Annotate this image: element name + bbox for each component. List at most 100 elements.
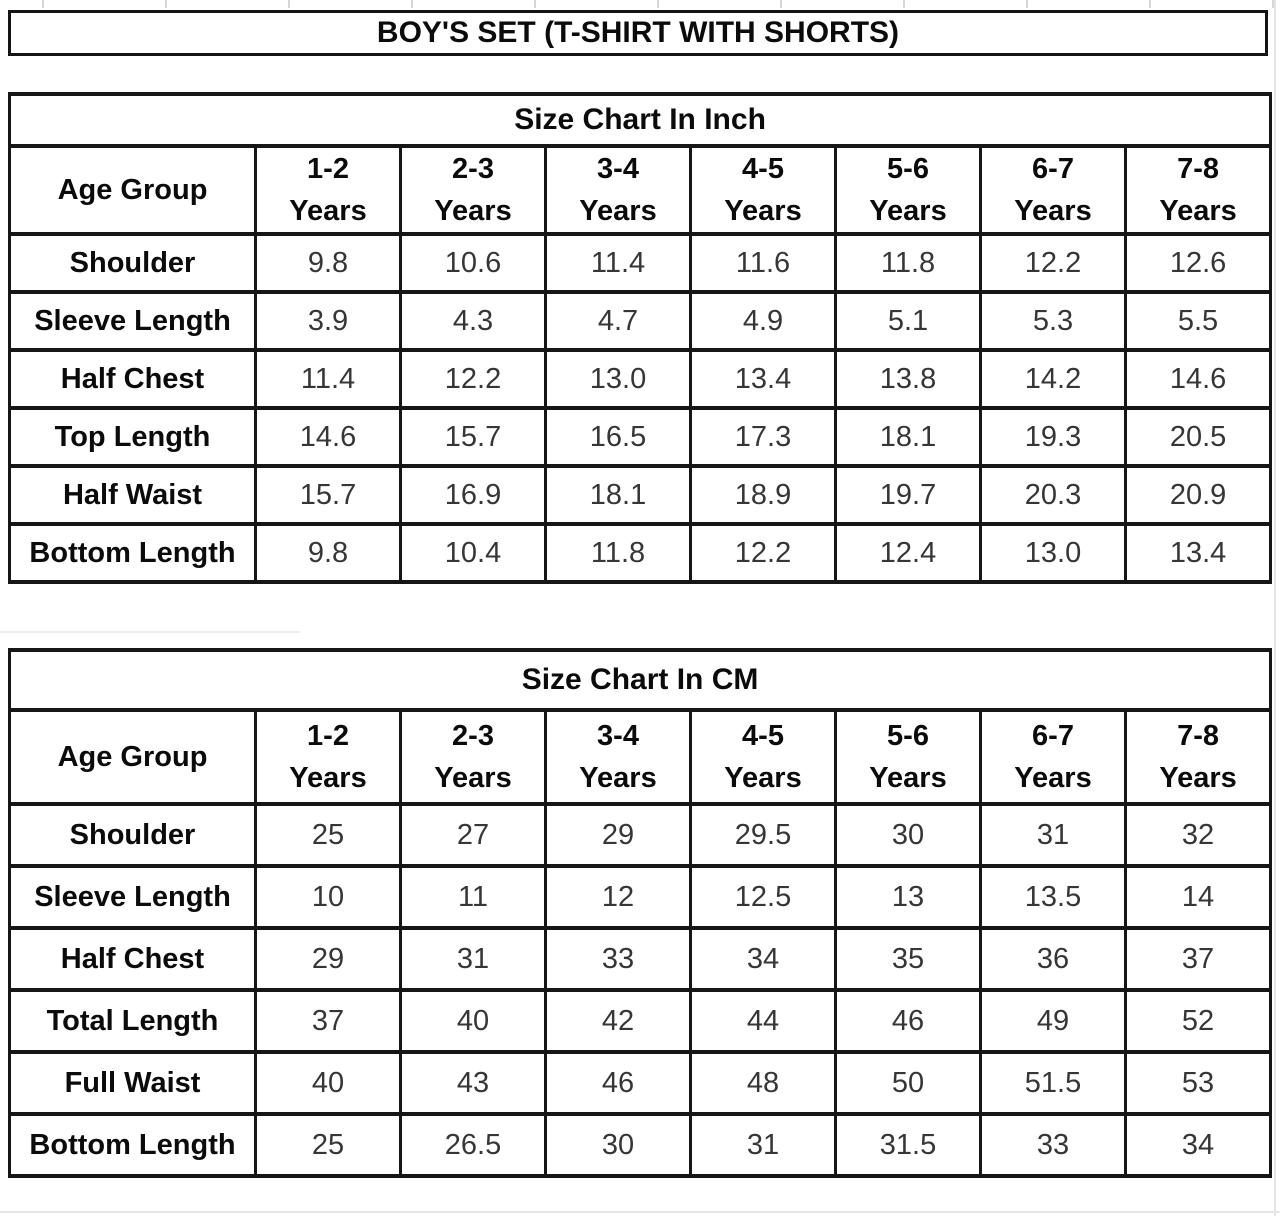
table-row: Top Length 14.6 15.7 16.5 17.3 18.1 19.3… — [8, 406, 1273, 468]
age-column-header: 1-2 Years — [254, 144, 402, 236]
value-cell: 33 — [979, 1112, 1127, 1178]
value-cell: 30 — [544, 1112, 692, 1178]
value-cell: 26.5 — [399, 1112, 547, 1178]
value-cell: 16.9 — [399, 464, 547, 526]
value-cell: 12.2 — [399, 348, 547, 410]
value-cell: 30 — [834, 802, 982, 868]
table-row: Shoulder 25 27 29 29.5 30 31 32 — [8, 802, 1273, 868]
value-cell: 20.3 — [979, 464, 1127, 526]
value-cell: 25 — [254, 1112, 402, 1178]
cm-corner-label: Age Group — [8, 708, 257, 806]
value-cell: 46 — [544, 1050, 692, 1116]
value-cell: 10.6 — [399, 232, 547, 294]
value-cell: 51.5 — [979, 1050, 1127, 1116]
value-cell: 19.3 — [979, 406, 1127, 468]
table-row: Sleeve Length 10 11 12 12.5 13 13.5 14 — [8, 864, 1273, 930]
value-cell: 40 — [399, 988, 547, 1054]
value-cell: 4.9 — [689, 290, 837, 352]
spreadsheet-gridline-bottom — [0, 1211, 1280, 1213]
table-row: Half Chest 29 31 33 34 35 36 37 — [8, 926, 1273, 992]
value-cell: 4.7 — [544, 290, 692, 352]
value-cell: 13.4 — [1123, 522, 1273, 584]
row-label: Half Chest — [8, 926, 257, 992]
age-column-header: 1-2 Years — [254, 708, 402, 806]
value-cell: 12 — [544, 864, 692, 930]
table-row: Sleeve Length 3.9 4.3 4.7 4.9 5.1 5.3 5.… — [8, 290, 1273, 352]
row-label: Half Waist — [8, 464, 257, 526]
value-cell: 35 — [834, 926, 982, 992]
table-row: Half Waist 15.7 16.9 18.1 18.9 19.7 20.3… — [8, 464, 1273, 526]
table-row: Half Chest 11.4 12.2 13.0 13.4 13.8 14.2… — [8, 348, 1273, 410]
value-cell: 18.1 — [834, 406, 982, 468]
age-column-header: 5-6 Years — [834, 144, 982, 236]
row-label: Sleeve Length — [8, 864, 257, 930]
value-cell: 29.5 — [689, 802, 837, 868]
value-cell: 20.9 — [1123, 464, 1273, 526]
value-cell: 16.5 — [544, 406, 692, 468]
inch-table-title-row: Size Chart In Inch — [7, 92, 1273, 148]
value-cell: 31.5 — [834, 1112, 982, 1178]
age-column-header: 4-5 Years — [689, 144, 837, 236]
age-column-header: 5-6 Years — [834, 708, 982, 806]
value-cell: 15.7 — [399, 406, 547, 468]
table-row: Bottom Length 9.8 10.4 11.8 12.2 12.4 13… — [8, 522, 1273, 584]
value-cell: 14 — [1123, 864, 1273, 930]
row-label: Total Length — [8, 988, 257, 1054]
row-label: Full Waist — [8, 1050, 257, 1116]
value-cell: 5.5 — [1123, 290, 1273, 352]
value-cell: 12.6 — [1123, 232, 1273, 294]
inch-corner-label: Age Group — [8, 144, 257, 236]
table-row: Total Length 37 40 42 44 46 49 52 — [8, 988, 1273, 1054]
value-cell: 11.8 — [544, 522, 692, 584]
age-column-header: 2-3 Years — [399, 144, 547, 236]
value-cell: 37 — [1123, 926, 1273, 992]
spreadsheet-gridline-gap — [0, 631, 300, 633]
value-cell: 17.3 — [689, 406, 837, 468]
value-cell: 12.2 — [689, 522, 837, 584]
page-title: BOY'S SET (T-SHIRT WITH SHORTS) — [376, 16, 900, 49]
inch-table-title: Size Chart In Inch — [7, 92, 1273, 148]
value-cell: 10 — [254, 864, 402, 930]
value-cell: 36 — [979, 926, 1127, 992]
value-cell: 33 — [544, 926, 692, 992]
value-cell: 44 — [689, 988, 837, 1054]
value-cell: 37 — [254, 988, 402, 1054]
value-cell: 15.7 — [254, 464, 402, 526]
table-row: Full Waist 40 43 46 48 50 51.5 53 — [8, 1050, 1273, 1116]
value-cell: 4.3 — [399, 290, 547, 352]
cm-size-table: Size Chart In CM Age Group 1-2 Years 2-3 Y… — [7, 648, 1273, 1178]
value-cell: 31 — [689, 1112, 837, 1178]
age-column-header: 7-8 Years — [1123, 144, 1273, 236]
value-cell: 13.0 — [544, 348, 692, 410]
page-title-box: BOY'S SET (T-SHIRT WITH SHORTS) — [8, 10, 1268, 56]
value-cell: 34 — [689, 926, 837, 992]
value-cell: 13 — [834, 864, 982, 930]
cm-table-title-row: Size Chart In CM — [7, 648, 1273, 712]
value-cell: 18.9 — [689, 464, 837, 526]
row-label: Top Length — [8, 406, 257, 468]
spreadsheet-gridline-right — [1274, 0, 1276, 1216]
value-cell: 29 — [544, 802, 692, 868]
value-cell: 12.2 — [979, 232, 1127, 294]
value-cell: 3.9 — [254, 290, 402, 352]
value-cell: 31 — [399, 926, 547, 992]
age-column-header: 3-4 Years — [544, 708, 692, 806]
table-row: Shoulder 9.8 10.6 11.4 11.6 11.8 12.2 12… — [8, 232, 1273, 294]
row-label: Shoulder — [8, 232, 257, 294]
table-row: Bottom Length 25 26.5 30 31 31.5 33 34 — [8, 1112, 1273, 1178]
age-column-header: 3-4 Years — [544, 144, 692, 236]
value-cell: 11 — [399, 864, 547, 930]
value-cell: 48 — [689, 1050, 837, 1116]
inch-age-header-row: Age Group 1-2 Years 2-3 Years 3-4 Years 4-5… — [8, 144, 1273, 236]
value-cell: 10.4 — [399, 522, 547, 584]
spreadsheet-gridline-ticks — [42, 0, 1280, 8]
value-cell: 32 — [1123, 802, 1273, 868]
value-cell: 27 — [399, 802, 547, 868]
value-cell: 14.2 — [979, 348, 1127, 410]
value-cell: 42 — [544, 988, 692, 1054]
cm-table-title: Size Chart In CM — [7, 648, 1273, 712]
value-cell: 46 — [834, 988, 982, 1054]
inch-size-table: Size Chart In Inch Age Group 1-2 Years 2-… — [7, 92, 1273, 584]
value-cell: 25 — [254, 802, 402, 868]
